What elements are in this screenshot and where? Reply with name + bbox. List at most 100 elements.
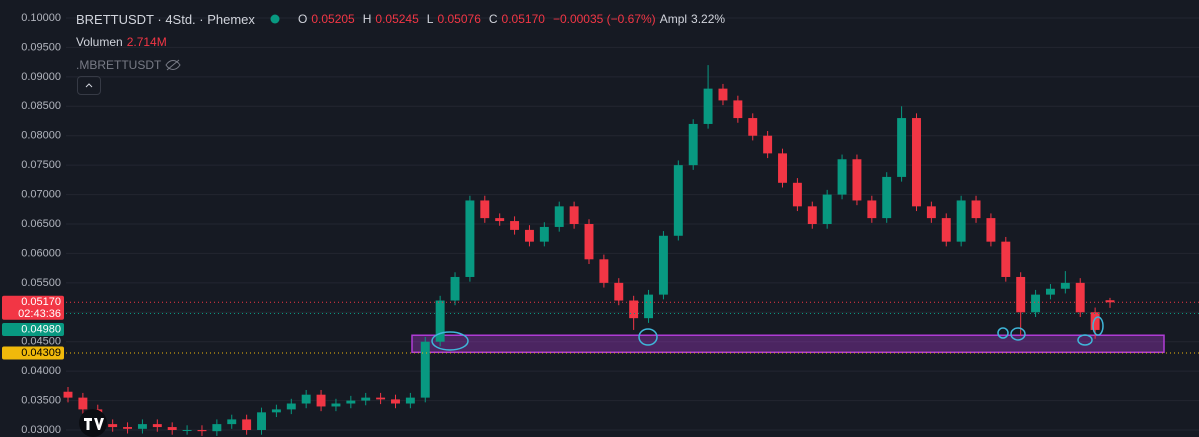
candle-body — [897, 118, 907, 177]
y-tick-label: 0.08000 — [21, 130, 61, 142]
marks — [63, 65, 1199, 436]
candle-body — [1001, 241, 1011, 277]
price-tag — [2, 346, 64, 360]
y-tick-label: 0.06500 — [21, 218, 61, 230]
candle-body — [1075, 282, 1085, 313]
candle-body — [718, 88, 728, 101]
candle-body — [673, 165, 683, 236]
price-tag — [2, 322, 64, 336]
candle-body — [882, 176, 892, 219]
ohlc-value: 0.05245 — [375, 12, 419, 26]
candle-body — [837, 159, 847, 195]
candle-body — [1016, 276, 1026, 313]
ellipse-annotation — [1077, 334, 1093, 346]
candle-body — [539, 226, 549, 242]
y-tick-label: 0.06000 — [21, 247, 61, 259]
candle-body — [257, 412, 266, 430]
volume-legend: Volumen 2.714M — [76, 35, 171, 49]
candle-body — [465, 200, 475, 277]
candle-body — [629, 300, 639, 319]
candle-body — [614, 282, 624, 301]
candle-body — [391, 399, 400, 404]
candle-body — [1105, 300, 1115, 303]
price-tag — [2, 295, 64, 320]
ohlc-value: 0.05170 — [501, 12, 545, 26]
chevron — [85, 83, 93, 88]
candle-body — [822, 194, 832, 225]
candle-body — [941, 218, 951, 242]
candle-body — [1060, 282, 1070, 289]
candle-body — [405, 397, 415, 404]
candle-body — [658, 235, 668, 295]
price-tag-label: 0.04980 — [21, 323, 61, 335]
ohlc-item: O 0.05205 — [298, 12, 359, 26]
candle-body — [763, 135, 773, 154]
ellipse-annotation — [1092, 316, 1104, 336]
candle-body — [569, 206, 579, 225]
candle-body — [271, 409, 281, 413]
symbol-title: BRETTUSDT · 4Std. · Phemex — [76, 12, 255, 27]
candle-body — [301, 394, 311, 404]
candle-body — [316, 394, 326, 407]
candle-body — [688, 123, 698, 166]
candle-body — [167, 427, 177, 430]
candle-body — [108, 424, 118, 428]
y-tick-label: 0.03500 — [21, 394, 61, 406]
y-tick-label: 0.07500 — [21, 159, 61, 171]
candle-body — [748, 118, 758, 136]
candle-body — [286, 403, 296, 410]
ohlc-label: H — [362, 12, 372, 26]
candle-body — [212, 424, 222, 432]
ampl-label: Ampl — [659, 12, 688, 26]
ampl-value: 3.22% — [691, 12, 726, 26]
candle-body — [123, 427, 133, 429]
ohlc-label: C — [488, 12, 498, 26]
candle-body — [137, 424, 147, 429]
y-tick-label: 0.07000 — [21, 188, 61, 200]
candle-body — [644, 294, 654, 319]
candle-body — [807, 206, 817, 225]
grid: 0.10000 0.09500 0.09000 0.08500 0.08000 0.075… — [21, 12, 1199, 436]
ohlc-item: L 0.05076 — [427, 12, 485, 26]
candle-body — [480, 200, 490, 219]
candle-body — [331, 403, 341, 407]
y-tick-label: 0.05500 — [21, 277, 61, 289]
collapse-button[interactable] — [77, 76, 101, 95]
candle-body — [912, 118, 921, 207]
candle-body — [495, 218, 505, 222]
candle-body — [510, 221, 520, 230]
y-tick-label: 0.10000 — [21, 12, 61, 24]
y-tick-label: 0.09000 — [21, 71, 61, 83]
y-tick-label: 0.09500 — [21, 41, 61, 53]
candle-body — [152, 424, 162, 428]
price-tag-label: 0.05170 — [21, 296, 61, 308]
candle-body — [986, 218, 996, 242]
countdown: 02:43:36 — [18, 308, 61, 320]
annotations — [431, 316, 1104, 351]
candle-body — [926, 206, 936, 219]
y-tick-label: 0.04500 — [21, 336, 61, 348]
tv-logo — [79, 409, 107, 437]
ellipse-annotation — [638, 328, 658, 346]
candle-body — [599, 259, 609, 283]
status-dot — [270, 14, 280, 24]
change: −0.00035 (−0.67%) — [552, 12, 656, 26]
candle-body — [971, 200, 981, 219]
candle-body — [733, 100, 743, 119]
candle-body — [703, 88, 713, 124]
ohlc-item: H 0.05245 — [363, 12, 423, 26]
candle-body — [197, 429, 207, 432]
ellipse-annotation — [1010, 327, 1026, 341]
candle-body — [584, 224, 594, 260]
ohlc-label: L — [426, 12, 434, 26]
candle-body — [852, 159, 862, 201]
candle-body — [1090, 312, 1100, 330]
candle-body — [778, 153, 787, 183]
candle-body — [792, 182, 802, 207]
candle-body — [420, 341, 430, 398]
candle-body — [361, 397, 371, 401]
hidden-icon[interactable] — [165, 59, 181, 71]
